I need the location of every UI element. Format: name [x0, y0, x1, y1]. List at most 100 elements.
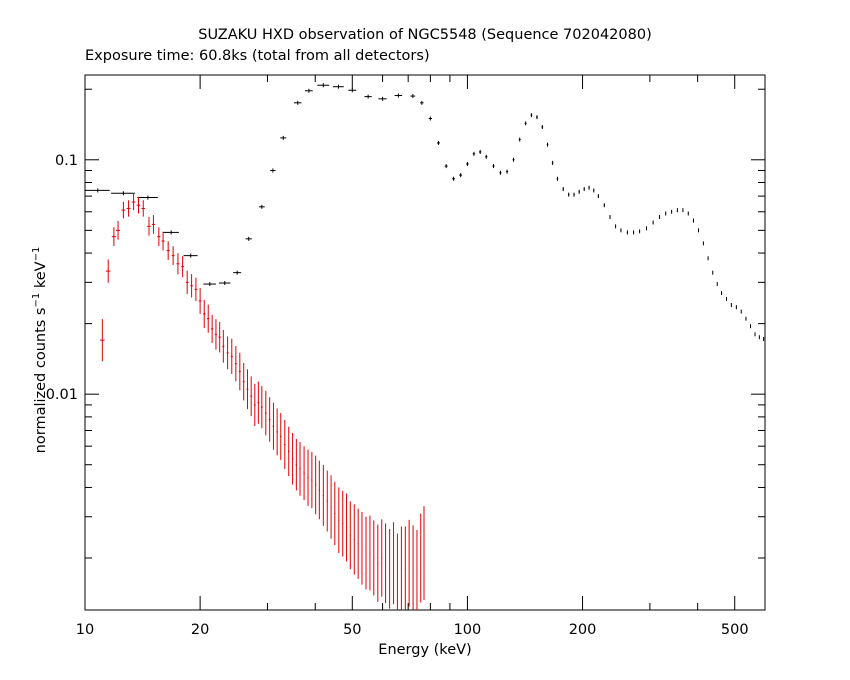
data-point — [147, 216, 151, 236]
data-point — [270, 168, 276, 173]
data-point — [121, 201, 126, 219]
data-point — [620, 228, 622, 233]
data-point — [697, 228, 699, 233]
y-axis-label-main: normalized counts s — [33, 308, 49, 454]
data-point — [573, 192, 575, 197]
data-point — [369, 515, 371, 591]
y-tick-label: 0.01 — [46, 387, 78, 403]
data-point — [385, 523, 387, 604]
data-point — [214, 319, 218, 350]
data-point — [250, 376, 253, 417]
data-point — [198, 288, 202, 314]
axes: 10 20 50 100 200 500 0.1 0.01 — [46, 74, 766, 638]
data-point — [253, 383, 256, 426]
data-point — [687, 211, 689, 216]
data-point — [299, 441, 301, 496]
data-point — [364, 94, 372, 99]
x-tick-label: 500 — [721, 622, 749, 638]
data-point — [348, 88, 357, 93]
plot-frame — [84, 74, 766, 611]
data-point — [412, 525, 414, 610]
data-point — [492, 164, 495, 169]
data-point — [659, 215, 661, 220]
data-point — [218, 281, 231, 286]
data-point — [268, 397, 271, 442]
data-point — [131, 193, 136, 211]
series-2 — [100, 193, 425, 610]
data-point — [288, 426, 290, 477]
data-point — [307, 449, 309, 506]
data-point — [218, 321, 221, 353]
x-axis-ticks: 10 20 50 100 200 500 — [76, 75, 766, 638]
data-point — [246, 369, 249, 410]
data-point — [393, 522, 395, 605]
data-point — [185, 270, 189, 295]
data-point — [181, 256, 184, 278]
data-point — [353, 504, 355, 575]
data-point — [389, 528, 391, 609]
data-point — [260, 386, 263, 429]
data-point — [721, 291, 723, 296]
data-point — [171, 246, 175, 266]
data-point — [318, 460, 320, 520]
data-point — [466, 161, 469, 166]
series — [85, 83, 765, 610]
x-axis-label: Energy (keV) — [378, 642, 471, 658]
x-tick-label: 50 — [343, 622, 361, 638]
data-point — [234, 346, 237, 382]
y-axis-label-sup2: −1 — [31, 247, 42, 262]
data-point — [452, 176, 456, 181]
data-point — [735, 305, 737, 310]
data-point — [459, 173, 463, 178]
data-point — [726, 296, 728, 301]
data-point — [556, 176, 559, 181]
data-point — [126, 200, 131, 217]
data-point — [740, 309, 742, 314]
data-point — [203, 282, 216, 287]
y-axis-label-mid: keV — [33, 261, 49, 292]
data-point — [141, 200, 145, 217]
data-point — [365, 516, 367, 590]
data-point — [652, 220, 654, 225]
data-point — [394, 93, 403, 98]
data-point — [330, 475, 332, 539]
data-point — [222, 329, 225, 363]
data-point — [707, 256, 709, 261]
y-axis-ticks: 0.1 0.01 — [46, 88, 765, 559]
data-point — [524, 121, 527, 126]
data-point — [317, 83, 330, 88]
chart-title: SUZAKU HXD observation of NGC5548 (Seque… — [198, 27, 652, 43]
data-point — [276, 408, 278, 456]
data-point — [242, 362, 245, 401]
data-point — [410, 94, 416, 99]
data-point — [106, 259, 111, 283]
data-point — [238, 352, 241, 391]
data-point — [161, 231, 165, 251]
data-point — [682, 208, 684, 213]
data-point — [361, 511, 363, 585]
y-axis-label: normalized counts s−1 keV−1 — [31, 247, 49, 454]
data-point — [712, 270, 714, 275]
data-point — [541, 124, 544, 129]
data-point — [639, 229, 641, 234]
data-point — [137, 195, 158, 200]
data-point — [272, 402, 275, 450]
data-point — [408, 519, 410, 607]
data-point — [284, 419, 286, 470]
data-point — [233, 270, 242, 275]
data-point — [512, 157, 515, 162]
data-point — [346, 493, 348, 562]
data-point — [551, 160, 554, 165]
data-point — [615, 224, 617, 229]
data-point — [400, 526, 402, 610]
data-point — [280, 135, 287, 140]
series-1 — [85, 83, 765, 341]
data-point — [245, 236, 252, 241]
data-point — [357, 508, 359, 579]
data-point — [100, 319, 105, 362]
data-point — [295, 438, 298, 491]
data-point — [207, 304, 210, 333]
data-point — [578, 189, 580, 194]
data-point — [338, 487, 340, 553]
